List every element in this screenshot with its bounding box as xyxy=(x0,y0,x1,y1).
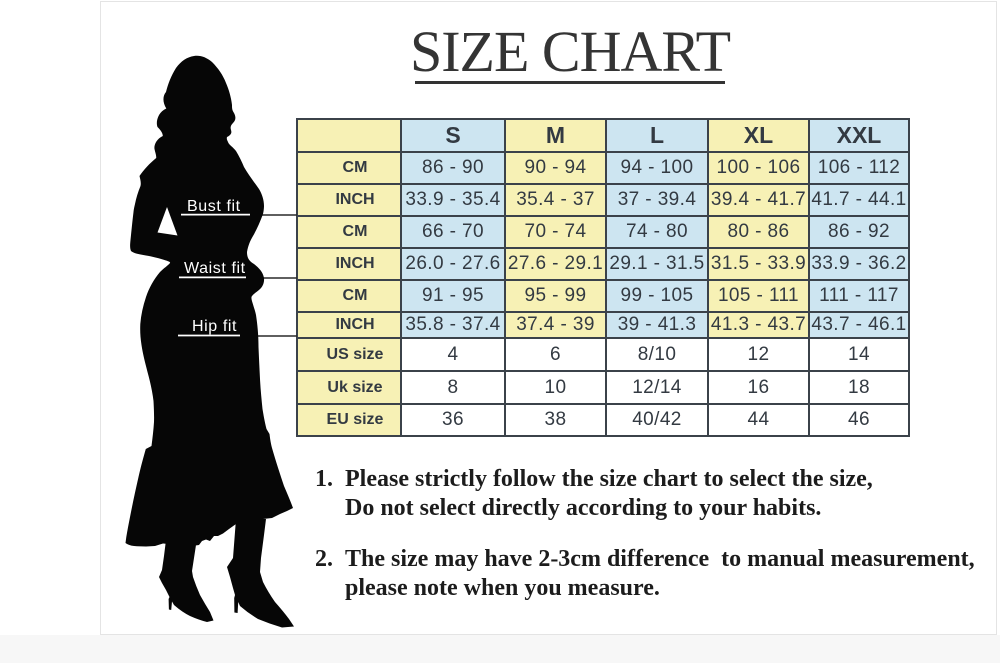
svg-text:Hip fit: Hip fit xyxy=(192,318,237,335)
svg-text:Bust fit: Bust fit xyxy=(187,198,241,215)
svg-text:Waist fit: Waist fit xyxy=(184,260,246,277)
